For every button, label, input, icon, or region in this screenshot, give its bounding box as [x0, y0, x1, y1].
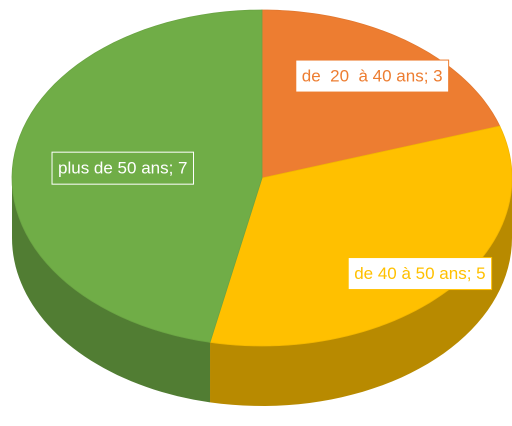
data-label-box: [295, 59, 450, 93]
slice-side: [210, 178, 512, 406]
data-label-box: [347, 257, 493, 291]
data-label: de 40 à 50 ans; 5: [347, 257, 493, 291]
slice: [261, 9, 501, 179]
data-label: de 20 à 40 ans; 3: [295, 59, 450, 93]
slice-side: [12, 178, 211, 403]
data-label: plus de 50 ans; 7: [51, 151, 195, 185]
data-label-box: [51, 151, 195, 185]
data-label-text: de 20 à 40 ans; 3: [302, 67, 443, 86]
data-label-text: plus de 50 ans; 7: [58, 159, 187, 178]
data-label-text: de 40 à 50 ans; 5: [354, 264, 485, 283]
